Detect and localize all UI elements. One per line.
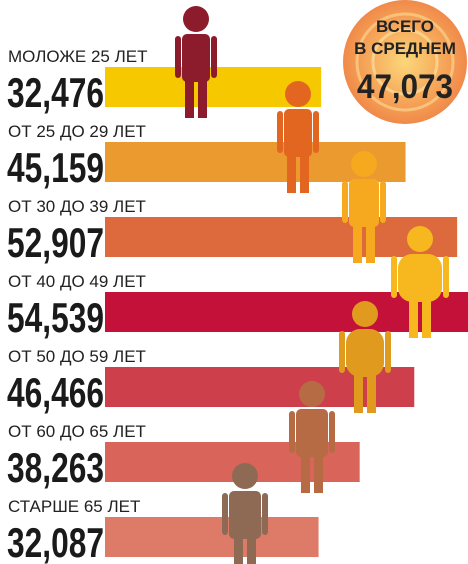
body bbox=[284, 109, 312, 157]
leg bbox=[354, 375, 363, 413]
badge-line: ВСЕГО bbox=[376, 17, 434, 36]
leg bbox=[367, 375, 376, 413]
leg bbox=[198, 80, 207, 118]
value-label: 38,263 bbox=[7, 444, 104, 491]
value-label: 54,539 bbox=[7, 294, 104, 341]
leg bbox=[185, 80, 194, 118]
bar bbox=[105, 517, 319, 557]
category-label: СТАРШЕ 65 ЛЕТ bbox=[8, 497, 140, 516]
arm bbox=[313, 111, 319, 153]
arm bbox=[262, 493, 268, 535]
category-label: ОТ 40 ДО 49 ЛЕТ bbox=[8, 272, 146, 291]
head bbox=[183, 6, 209, 32]
head bbox=[407, 226, 433, 252]
category-label: ОТ 30 ДО 39 ЛЕТ bbox=[8, 197, 146, 216]
category-label: ОТ 50 ДО 59 ЛЕТ bbox=[8, 347, 146, 366]
body bbox=[398, 254, 442, 302]
leg bbox=[301, 455, 310, 493]
category-label: ОТ 25 ДО 29 ЛЕТ bbox=[8, 122, 146, 141]
leg bbox=[409, 300, 418, 338]
leg bbox=[314, 455, 323, 493]
leg bbox=[353, 225, 362, 263]
arm bbox=[342, 181, 348, 223]
arm bbox=[329, 411, 335, 453]
chart: МОЛОЖЕ 25 ЛЕТ 32,476 ОТ 25 ДО 29 ЛЕТ 45,159… bbox=[0, 0, 468, 564]
leg bbox=[300, 155, 309, 193]
arm bbox=[380, 181, 386, 223]
arm bbox=[443, 256, 449, 298]
body bbox=[349, 179, 379, 227]
badge-line: В СРЕДНЕМ bbox=[354, 39, 456, 58]
value-label: 46,466 bbox=[7, 369, 104, 416]
arm bbox=[277, 111, 283, 153]
value-label: 32,087 bbox=[7, 519, 104, 564]
arm bbox=[222, 493, 228, 535]
badge-value: 47,073 bbox=[357, 68, 453, 106]
leg bbox=[287, 155, 296, 193]
leg bbox=[247, 537, 256, 564]
arm bbox=[175, 36, 181, 78]
value-label: 45,159 bbox=[7, 144, 104, 191]
head bbox=[299, 381, 325, 407]
leg bbox=[366, 225, 375, 263]
body bbox=[346, 329, 384, 377]
arm bbox=[339, 331, 345, 373]
body bbox=[182, 34, 210, 82]
body bbox=[296, 409, 328, 457]
leg bbox=[234, 537, 243, 564]
leg bbox=[422, 300, 431, 338]
body bbox=[229, 491, 261, 539]
bar bbox=[105, 217, 457, 257]
arm bbox=[385, 331, 391, 373]
average-badge: ВСЕГО В СРЕДНЕМ 47,073 bbox=[343, 0, 467, 124]
head bbox=[351, 151, 377, 177]
arm bbox=[289, 411, 295, 453]
value-label: 52,907 bbox=[7, 219, 104, 266]
head bbox=[232, 463, 258, 489]
head bbox=[352, 301, 378, 327]
arm bbox=[391, 256, 397, 298]
value-label: 32,476 bbox=[7, 69, 104, 116]
category-label: ОТ 60 ДО 65 ЛЕТ bbox=[8, 422, 146, 441]
arm bbox=[211, 36, 217, 78]
category-label: МОЛОЖЕ 25 ЛЕТ bbox=[8, 47, 147, 66]
head bbox=[285, 81, 311, 107]
